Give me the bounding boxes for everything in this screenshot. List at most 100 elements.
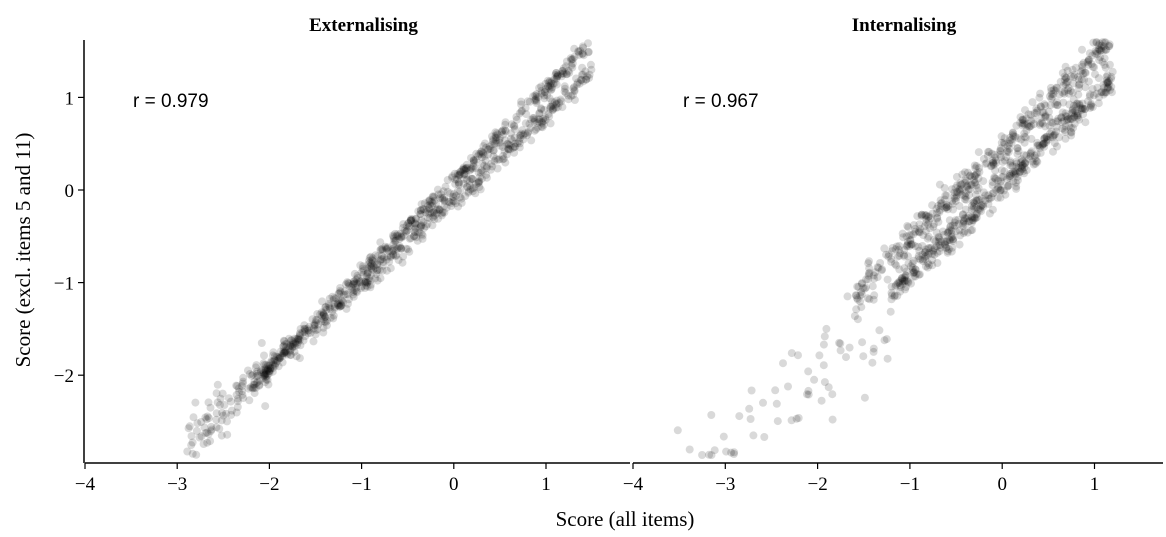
data-point — [397, 233, 406, 242]
data-point — [579, 43, 588, 52]
data-point — [416, 210, 425, 218]
data-point — [333, 301, 342, 310]
data-point — [1105, 60, 1114, 69]
data-point — [987, 193, 996, 202]
data-point — [430, 196, 439, 205]
data-point — [890, 291, 899, 300]
data-point — [962, 176, 971, 185]
data-point — [1102, 73, 1111, 81]
data-point — [485, 142, 494, 151]
data-point — [922, 215, 931, 224]
data-point — [451, 179, 460, 188]
data-point — [1097, 41, 1106, 50]
data-point — [458, 166, 467, 174]
data-point — [281, 348, 290, 357]
data-point — [352, 275, 361, 284]
data-point — [553, 72, 562, 80]
data-point — [1000, 138, 1008, 147]
data-point — [1024, 154, 1033, 163]
data-point — [860, 393, 869, 402]
data-point — [926, 224, 935, 233]
data-point — [1088, 103, 1097, 111]
data-point — [491, 133, 500, 142]
data-point — [468, 174, 477, 183]
data-point — [532, 90, 541, 99]
data-point — [1105, 77, 1114, 85]
data-point — [705, 450, 714, 459]
data-point — [540, 87, 549, 96]
data-point — [459, 163, 468, 172]
data-point — [1078, 45, 1086, 54]
data-point — [958, 222, 967, 230]
data-point — [433, 204, 442, 213]
data-point — [366, 283, 375, 292]
data-point — [477, 147, 486, 156]
data-point — [541, 113, 550, 122]
data-point — [673, 426, 682, 435]
data-point — [1063, 115, 1072, 124]
data-point — [404, 245, 412, 254]
data-point — [787, 349, 796, 358]
data-point — [372, 270, 381, 279]
data-point — [924, 232, 933, 241]
data-point — [436, 190, 445, 199]
data-point — [380, 253, 388, 262]
data-point — [573, 80, 581, 89]
data-point — [1065, 100, 1074, 109]
data-point — [1053, 101, 1062, 110]
data-point — [1023, 121, 1032, 130]
data-point — [473, 152, 482, 161]
data-point — [727, 448, 736, 457]
data-point — [1029, 115, 1038, 124]
data-point — [710, 446, 719, 455]
data-point — [1009, 177, 1018, 186]
data-point — [519, 135, 528, 144]
data-point — [989, 158, 998, 167]
data-point — [433, 185, 442, 194]
data-point — [425, 214, 434, 222]
data-point — [948, 197, 957, 206]
data-point — [412, 233, 421, 242]
data-point — [1011, 167, 1020, 176]
data-point — [457, 198, 466, 207]
x-tick-label: 0 — [449, 474, 459, 495]
data-point — [568, 55, 576, 64]
data-point — [378, 246, 387, 255]
data-point — [898, 275, 907, 284]
data-point — [382, 266, 391, 275]
data-point — [498, 127, 506, 136]
data-point — [218, 389, 227, 398]
data-point — [1060, 89, 1069, 98]
data-point — [259, 371, 268, 380]
data-point — [912, 269, 921, 278]
data-point — [1091, 46, 1100, 55]
data-point — [1012, 157, 1021, 166]
data-point — [1085, 90, 1094, 99]
data-point — [578, 42, 587, 51]
data-point — [1024, 110, 1033, 119]
data-point — [350, 286, 359, 295]
data-point — [319, 311, 328, 320]
data-point — [530, 115, 539, 124]
data-point — [961, 205, 970, 214]
data-point — [371, 251, 380, 260]
data-point — [985, 194, 994, 203]
data-point — [466, 163, 475, 172]
data-point — [1020, 158, 1029, 167]
data-point — [245, 396, 254, 405]
data-point — [992, 186, 1001, 194]
data-point — [1068, 106, 1077, 115]
data-point — [391, 236, 400, 245]
data-point — [481, 139, 489, 148]
data-point — [266, 366, 275, 375]
data-point — [557, 72, 566, 81]
data-point — [997, 153, 1005, 162]
data-point — [407, 216, 416, 225]
data-point — [707, 411, 716, 419]
data-point — [1005, 174, 1014, 182]
data-point — [422, 206, 431, 215]
data-point — [269, 348, 278, 357]
data-point — [928, 261, 937, 270]
data-point — [1103, 78, 1112, 87]
data-point — [306, 328, 315, 337]
